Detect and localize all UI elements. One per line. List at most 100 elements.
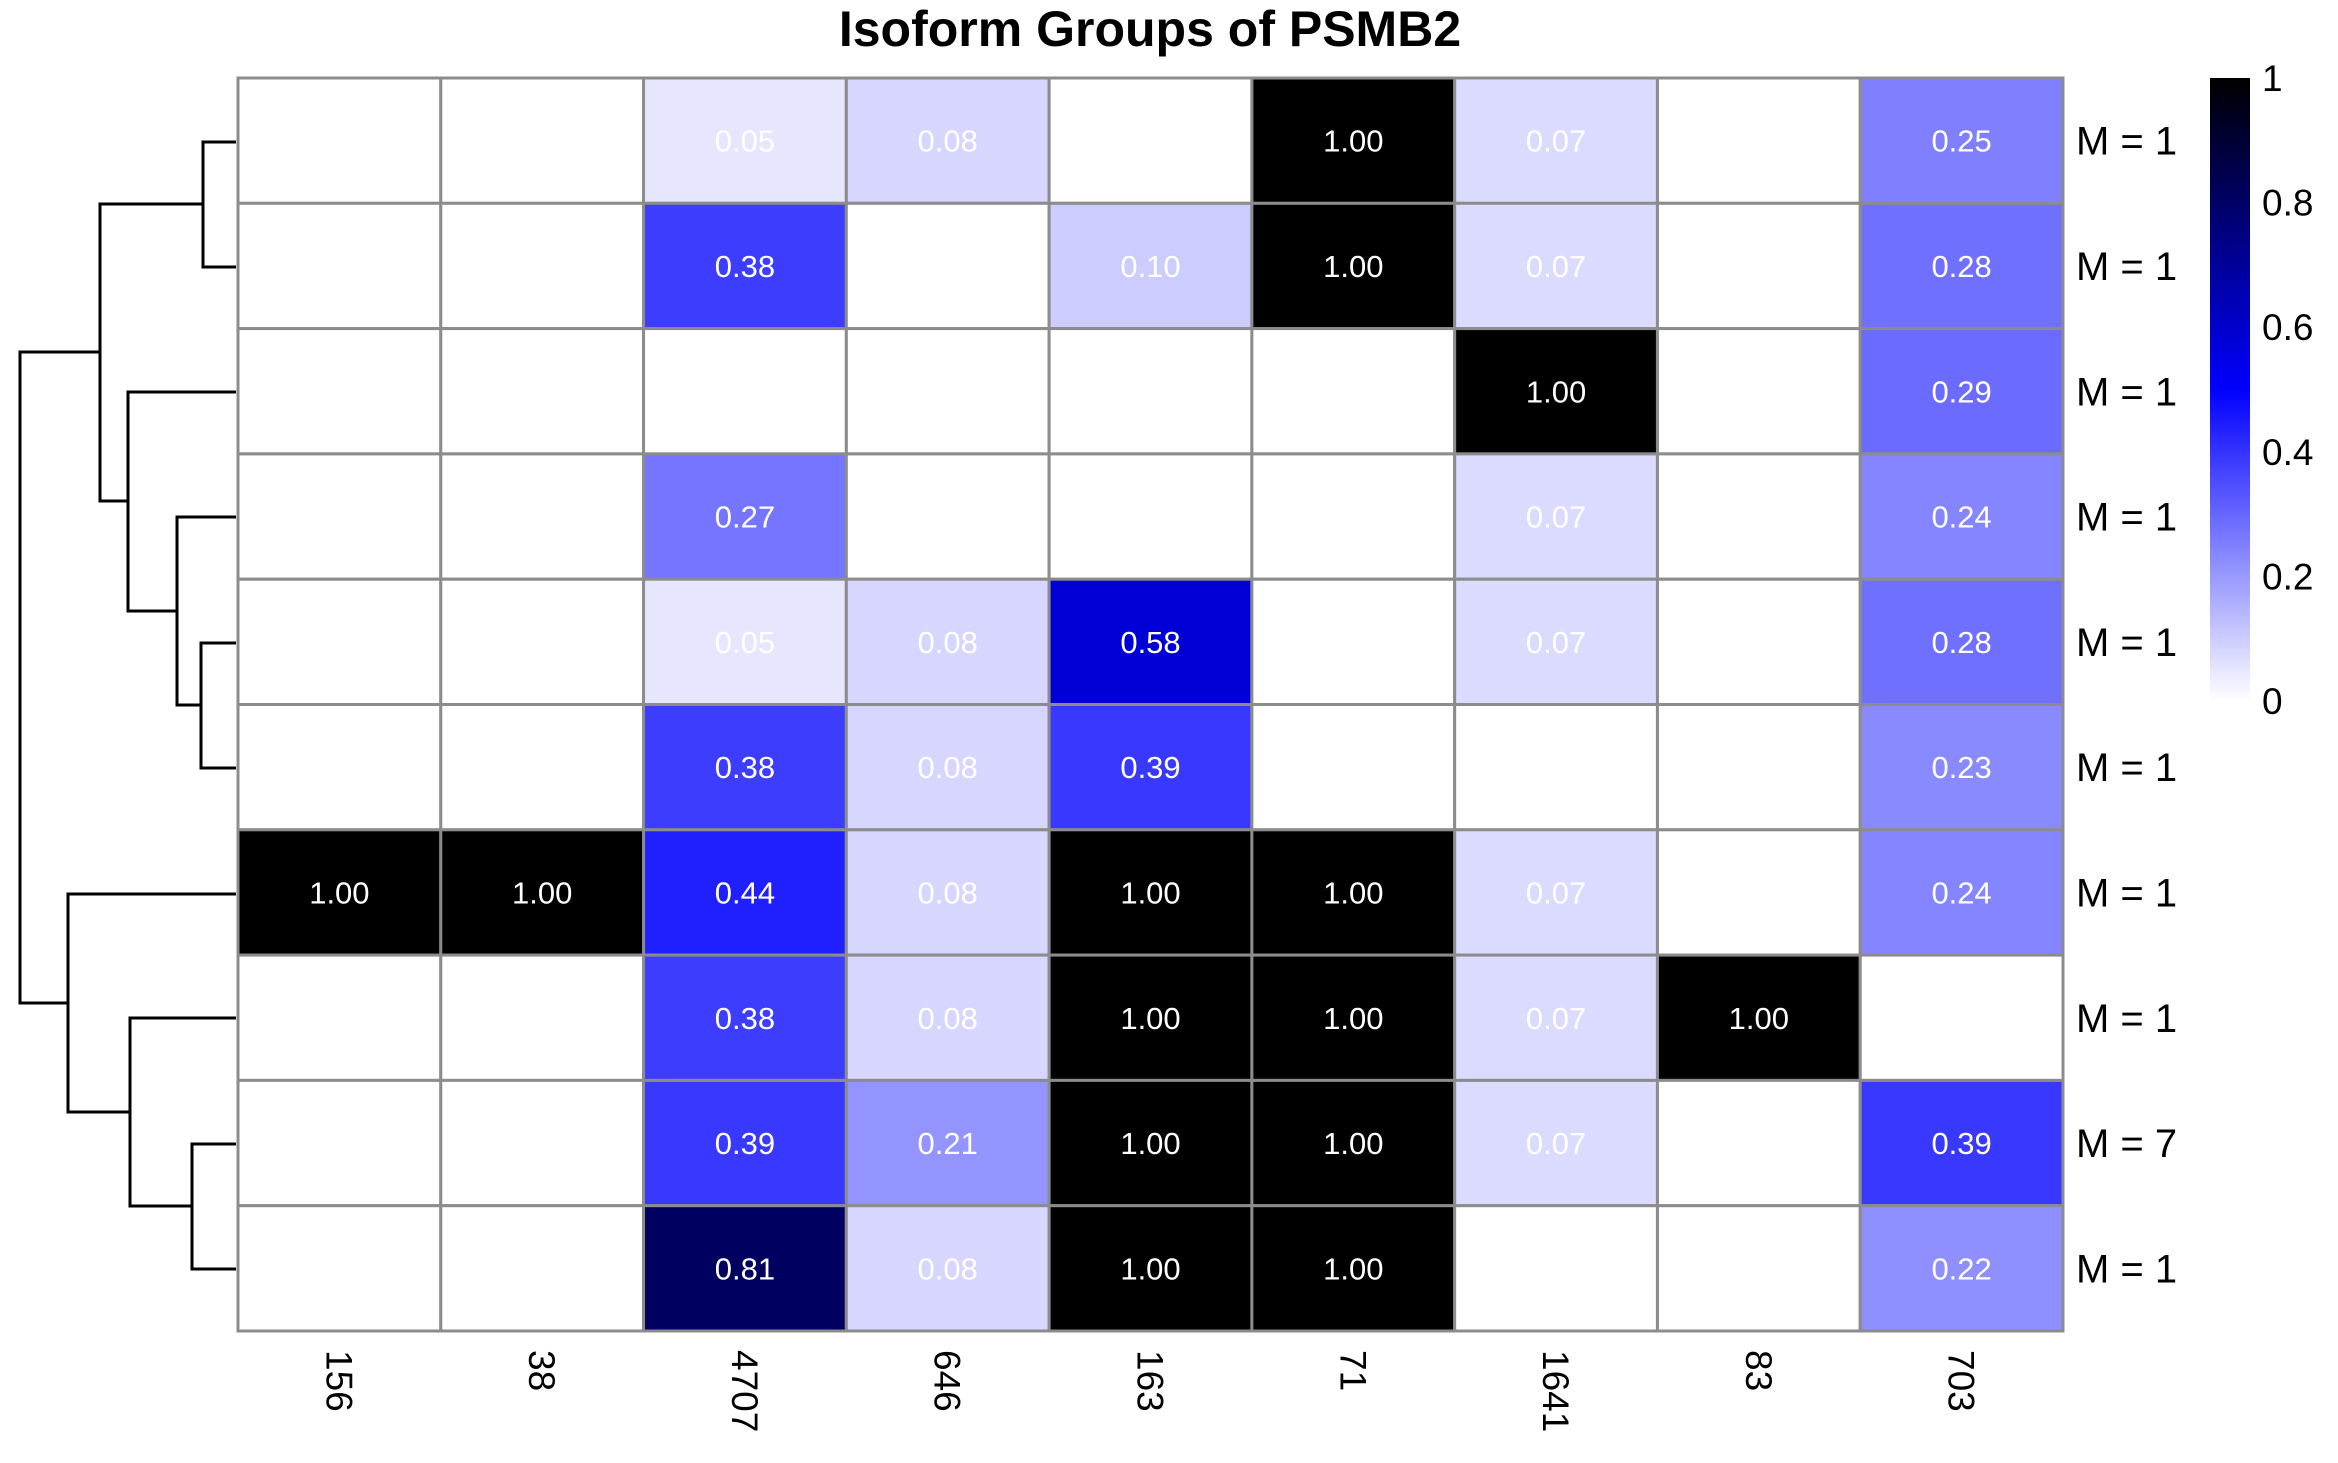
heatmap-cell (236, 452, 443, 581)
chart-title: Isoform Groups of PSMB2 (839, 1, 1461, 57)
heatmap-cell (844, 201, 1051, 331)
heatmap-cell (1858, 452, 2065, 581)
cell-value-label: 0.21 (918, 1126, 978, 1161)
heatmap-cell (1655, 577, 1862, 707)
legend-ticks: 1 0.8 0.6 0.4 0.2 0 (2262, 58, 2313, 722)
heatmap-cell (1655, 201, 1862, 331)
cell-value-label: 0.08 (918, 875, 978, 910)
cell-value-label: 0.07 (1526, 625, 1586, 660)
row-dendrogram (18, 140, 236, 1271)
dendrogram-branch (201, 140, 236, 269)
heatmap-cell (1858, 327, 2065, 456)
heatmap-cell (642, 327, 848, 456)
column-label: 646 (927, 1350, 968, 1412)
heatmap-cell (1250, 1204, 1457, 1333)
row-label: M = 1 (2076, 245, 2177, 289)
cell-value-label: 0.07 (1526, 124, 1586, 159)
cell-value-label: 1.00 (1323, 124, 1383, 159)
heatmap-cell (1047, 953, 1254, 1082)
cell-value-label: 0.05 (715, 625, 775, 660)
cell-value-label: 0.28 (1931, 625, 1991, 660)
heatmap-cell (1655, 1078, 1862, 1208)
heatmap-cell (236, 76, 443, 205)
heatmap-cell (844, 953, 1051, 1082)
heatmap-cell (1453, 1078, 1659, 1208)
cell-value-label: 1.00 (1323, 249, 1383, 284)
row-label: M = 1 (2076, 871, 2177, 915)
heatmap-cell (844, 577, 1051, 707)
heatmap-cell (1655, 327, 1862, 456)
heatmap-cell (439, 703, 646, 832)
cell-value-label: 0.58 (1120, 625, 1180, 660)
heatmap-cell (1858, 201, 2065, 331)
cell-value-label: 1.00 (1120, 1126, 1180, 1161)
cell-value-label: 0.07 (1526, 249, 1586, 284)
legend-tick-label: 0.6 (2262, 307, 2313, 348)
heatmap-cell (439, 577, 646, 707)
heatmap-cell (1047, 327, 1254, 456)
heatmap-cell (439, 201, 646, 331)
cell-value-label: 0.23 (1931, 750, 1991, 785)
cell-value-label: 0.25 (1931, 124, 1991, 159)
cell-value-label: 1.00 (1729, 1001, 1789, 1036)
cell-value-label: 1.00 (1120, 875, 1180, 910)
cell-value-label: 1.00 (1323, 1126, 1383, 1161)
heatmap-cell (1655, 828, 1862, 957)
row-label: M = 1 (2076, 120, 2177, 164)
heatmap-cell (1047, 201, 1254, 331)
dendrogram-branch (66, 892, 236, 1114)
heatmap-cell-labels: 0.05 0.08 1.00 0.07 0.25 0.38 0.10 1.00 0.07 0.28… (309, 124, 1992, 1287)
row-label: M = 1 (2076, 621, 2177, 665)
row-label: M = 1 (2076, 746, 2177, 790)
heatmap-cell (642, 201, 848, 331)
heatmap-cell (1047, 828, 1254, 957)
dendrogram-branch (18, 350, 100, 1005)
cell-value-label: 1.00 (1120, 1001, 1180, 1036)
heatmap-cell (1453, 828, 1659, 957)
column-label: 4707 (724, 1350, 765, 1432)
cell-value-label: 0.38 (715, 249, 775, 284)
heatmap-cell (1655, 1204, 1862, 1333)
dendrogram-branch (190, 1142, 236, 1271)
cell-value-label: 0.22 (1931, 1251, 1991, 1286)
heatmap-cell (1250, 577, 1457, 707)
heatmap-cell (1655, 76, 1862, 205)
cell-value-label: 0.05 (715, 124, 775, 159)
dendrogram-branch (175, 515, 236, 707)
heatmap-cell (439, 953, 646, 1082)
heatmap-cell (642, 1078, 848, 1208)
dendrogram-branch (199, 641, 236, 770)
heatmap-cell (642, 1204, 848, 1333)
heatmap-cell (1453, 327, 1659, 456)
cell-value-label: 1.00 (1526, 374, 1586, 409)
heatmap-cell (1047, 76, 1254, 205)
heatmap-cell (236, 577, 443, 707)
row-label: M = 1 (2076, 370, 2177, 414)
cell-value-label: 0.28 (1931, 249, 1991, 284)
column-label: 71 (1332, 1350, 1373, 1391)
cell-value-label: 1.00 (512, 875, 572, 910)
heatmap-cell (844, 1078, 1051, 1208)
heatmap-cell (1453, 703, 1659, 832)
cell-value-label: 0.27 (715, 500, 775, 535)
cell-value-label: 0.39 (1931, 1126, 1991, 1161)
cell-value-label: 1.00 (1323, 1001, 1383, 1036)
heatmap-cell (439, 1078, 646, 1208)
heatmap-cell (1250, 452, 1457, 581)
heatmap-cell (1047, 452, 1254, 581)
heatmap-cell (1250, 953, 1457, 1082)
row-label: M = 1 (2076, 997, 2177, 1041)
heatmap-cell (1047, 1078, 1254, 1208)
column-label: 163 (1130, 1350, 1171, 1412)
column-labels: 156 38 4707 646 163 71 1641 83 703 (318, 1350, 1981, 1432)
column-label: 38 (521, 1350, 562, 1391)
cell-value-label: 0.08 (918, 750, 978, 785)
heatmap-cell (236, 327, 443, 456)
row-label: M = 1 (2076, 1247, 2177, 1291)
dendrogram-branch (98, 202, 203, 503)
dendrogram-branch (126, 390, 236, 613)
heatmap-cell (642, 953, 848, 1082)
heatmap-border (236, 76, 2065, 1333)
cell-value-label: 0.10 (1120, 249, 1180, 284)
heatmap-cell (439, 1204, 646, 1333)
